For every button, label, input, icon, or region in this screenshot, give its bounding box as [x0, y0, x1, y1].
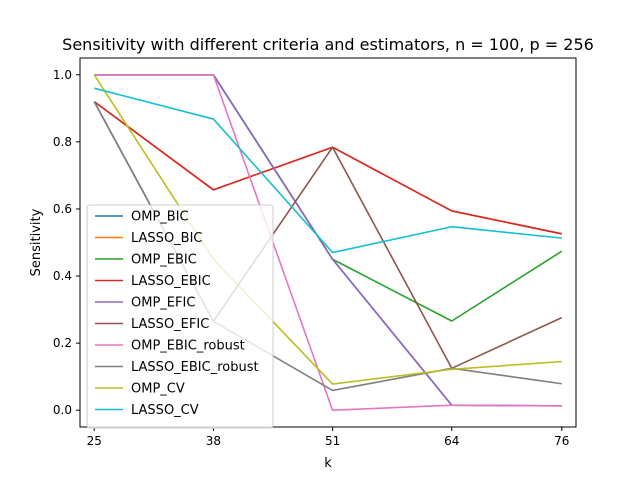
y-tick-label: 1.0 [53, 68, 72, 82]
legend-label: LASSO_EFIC [131, 317, 209, 332]
y-axis-label: Sensitivity [29, 208, 44, 276]
series-line-omp-ebic-robust [94, 73, 562, 412]
plot-frame [79, 57, 577, 428]
x-tick-label: 25 [87, 434, 102, 448]
series-line-lasso-cv [94, 87, 562, 254]
x-axis-label: k [324, 456, 332, 471]
x-axis: 25 38 51 64 76 [87, 427, 569, 448]
legend-label: LASSO_CV [131, 403, 199, 418]
legend-label: OMP_EFIC [131, 296, 195, 311]
legend-label: LASSO_BIC [131, 231, 203, 246]
x-tick-label: 51 [325, 434, 340, 448]
legend-label: OMP_EBIC_robust [131, 339, 245, 354]
x-tick-label: 76 [554, 434, 569, 448]
legend-label: LASSO_EBIC_robust [131, 360, 259, 375]
series-line-omp-cv [93, 74, 562, 385]
legend-label: OMP_EBIC [131, 253, 197, 268]
x-tick-label: 64 [444, 434, 459, 448]
legend-label: OMP_BIC [131, 210, 189, 225]
y-axis: 0.0 0.2 0.4 0.6 0.8 1.0 [53, 68, 80, 417]
legend: OMP_BIC LASSO_BIC OMP_EBIC LASSO_EBIC OMP_EF… [86, 204, 274, 429]
x-tick-label: 38 [206, 434, 221, 448]
y-tick-label: 0.0 [53, 403, 72, 417]
chart-title: Sensitivity with different criteria and … [62, 35, 594, 54]
y-tick-label: 0.2 [53, 336, 72, 350]
y-tick-label: 0.4 [53, 269, 72, 283]
y-tick-label: 0.8 [53, 135, 72, 149]
legend-box [86, 204, 274, 429]
y-tick-label: 0.6 [53, 202, 72, 216]
legend-label: LASSO_EBIC [131, 274, 211, 289]
legend-label: OMP_CV [131, 382, 185, 397]
